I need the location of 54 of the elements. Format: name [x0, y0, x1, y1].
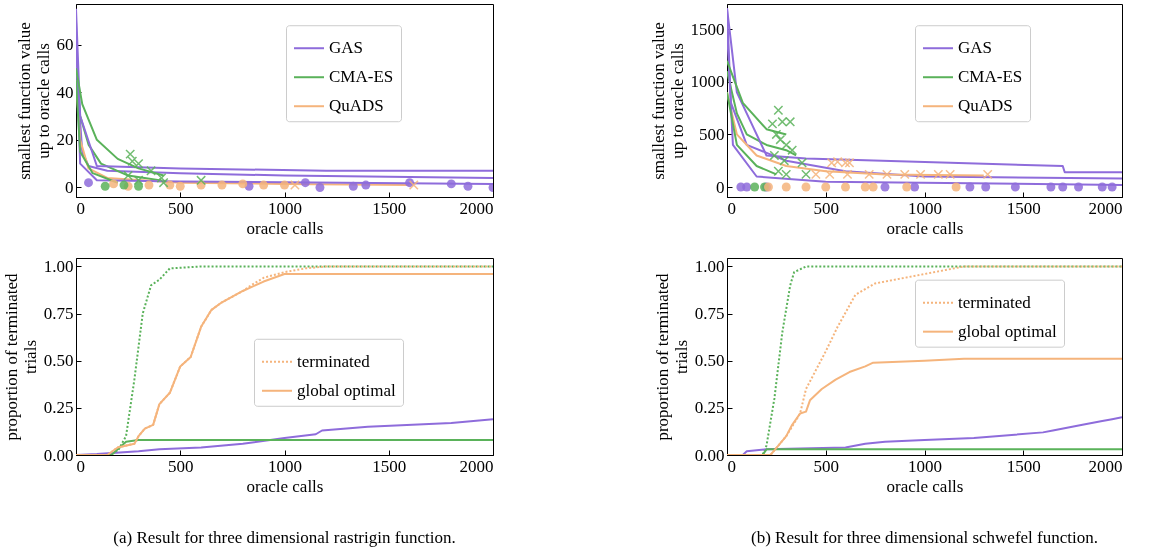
x-tick-label: 500 — [168, 456, 194, 476]
x-axis-title: oracle calls — [246, 476, 324, 496]
y-tick-label: 0.00 — [694, 445, 725, 465]
legend-label: CMA-ES — [958, 67, 1023, 87]
legend-label: global optimal — [958, 321, 1057, 341]
y-tick-label: 0.00 — [43, 445, 74, 465]
y-tick-label: 1500 — [690, 19, 725, 39]
x-axis-title: oracle calls — [886, 476, 964, 496]
y-tick-label: 0.75 — [694, 304, 725, 324]
y-axis-title: proportion of terminated trials — [1, 272, 40, 441]
x-tick-label: 2000 — [459, 456, 494, 476]
x-axis-title: oracle calls — [886, 218, 964, 238]
text: (b) Result for three dimensional schwefel function. — [751, 528, 1098, 547]
y-tick-label: 0 — [65, 177, 74, 197]
x-tick-label: 1000 — [908, 456, 942, 476]
y-tick-label: 20 — [56, 130, 74, 150]
y-tick-label: 0.50 — [43, 351, 74, 371]
legend-label: CMA-ES — [329, 67, 394, 87]
legend-label: GAS — [329, 38, 364, 58]
x-tick-label: 1000 — [268, 198, 302, 218]
x-tick-label: 500 — [168, 198, 194, 218]
y-tick-label: 60 — [56, 35, 74, 55]
y-tick-label: 1.00 — [43, 256, 74, 276]
x-axis-title: oracle calls — [246, 218, 324, 238]
y-axis-title: proportion of terminated trials — [652, 272, 691, 441]
legend-label: QuADS — [958, 96, 1013, 116]
x-tick-label: 500 — [813, 456, 839, 476]
y-tick-label: 0.50 — [694, 351, 725, 371]
y-axis-title: smallest function value up to oracle calls — [14, 22, 53, 180]
y-tick-label: 0.25 — [43, 398, 74, 418]
y-tick-label: 500 — [699, 124, 725, 144]
x-tick-label: 2000 — [1088, 456, 1123, 476]
legend-label: terminated — [958, 292, 1032, 312]
y-tick-label: 1000 — [690, 72, 725, 92]
y-tick-label: 40 — [56, 82, 74, 102]
y-tick-label: 0.75 — [43, 304, 74, 324]
legend-label: terminated — [297, 351, 371, 371]
x-tick-label: 1500 — [1006, 456, 1041, 476]
legend-label: GAS — [958, 38, 993, 58]
y-tick-label: 1.00 — [694, 256, 725, 276]
x-tick-label: 2000 — [1088, 198, 1123, 218]
x-tick-label: 1500 — [372, 456, 407, 476]
y-axis-title: smallest function value up to oracle calls — [648, 22, 687, 180]
x-tick-label: 1000 — [268, 456, 302, 476]
x-tick-label: 1000 — [908, 198, 942, 218]
x-tick-label: 1500 — [372, 198, 407, 218]
y-tick-label: 0 — [716, 177, 725, 197]
text: (a) Result for three dimensional rastrigin function. — [113, 528, 456, 547]
x-tick-label: 2000 — [459, 198, 494, 218]
legend-label: global optimal — [297, 380, 396, 400]
x-tick-label: 500 — [813, 198, 839, 218]
x-tick-label: 1500 — [1006, 198, 1041, 218]
legend-label: QuADS — [329, 96, 384, 116]
y-tick-label: 0.25 — [694, 398, 725, 418]
